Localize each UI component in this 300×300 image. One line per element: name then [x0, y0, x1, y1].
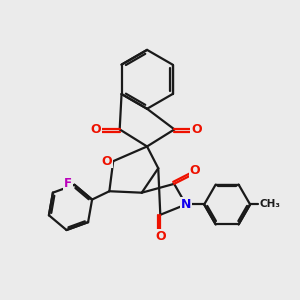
Text: O: O: [101, 155, 112, 168]
Text: F: F: [64, 177, 72, 190]
Text: O: O: [189, 164, 200, 177]
Text: O: O: [155, 230, 166, 243]
Text: O: O: [191, 123, 202, 136]
Text: N: N: [181, 198, 191, 211]
Text: CH₃: CH₃: [260, 200, 280, 209]
Text: O: O: [90, 123, 101, 136]
